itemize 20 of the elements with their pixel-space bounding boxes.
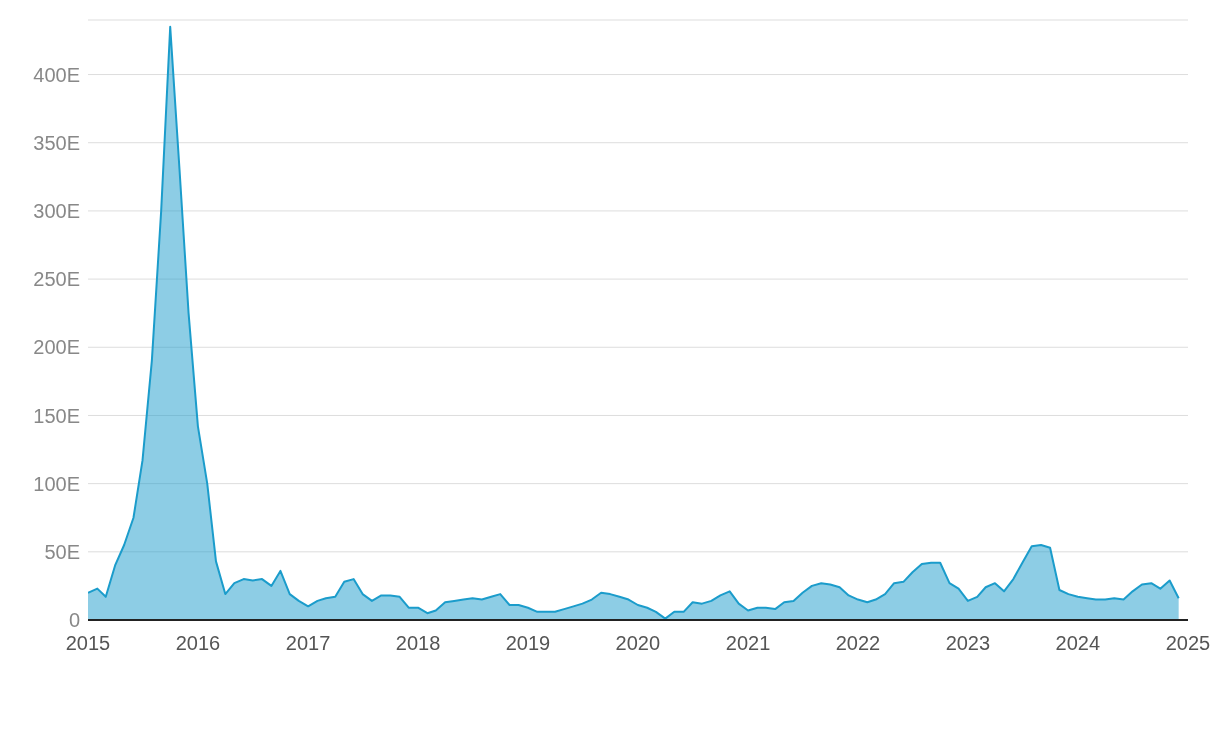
x-tick-label: 2016 (175, 632, 221, 655)
x-tick-label: 2022 (835, 632, 881, 655)
y-tick-label: 200E (33, 336, 80, 359)
y-tick-label: 0 (68, 609, 80, 632)
y-tick-label: 300E (33, 200, 80, 223)
y-tick-label: 400E (33, 63, 80, 86)
x-tick-label: 2015 (65, 632, 111, 655)
y-tick-label: 250E (33, 268, 80, 291)
x-tick-label: 2018 (395, 632, 441, 655)
x-tick-label: 2023 (945, 632, 991, 655)
x-tick-label: 2020 (615, 632, 661, 655)
x-tick-label: 2025 (1165, 632, 1211, 655)
x-tick-label: 2024 (1055, 632, 1101, 655)
x-tick-label: 2019 (505, 632, 551, 655)
y-tick-label: 150E (33, 404, 80, 427)
y-tick-label: 50E (44, 540, 80, 563)
x-tick-label: 2017 (285, 632, 331, 655)
y-tick-label: 350E (33, 131, 80, 154)
y-tick-label: 100E (33, 472, 80, 495)
x-tick-label: 2021 (725, 632, 771, 655)
